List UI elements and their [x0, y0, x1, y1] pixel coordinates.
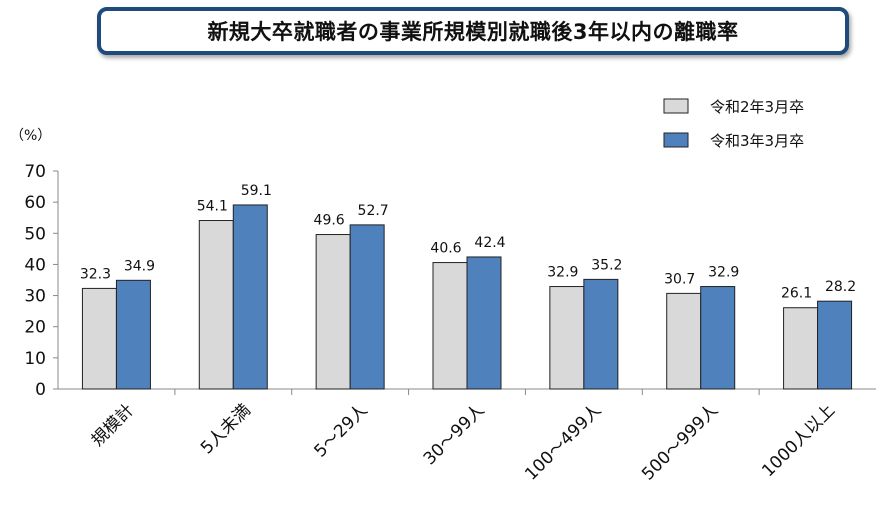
bar-r3 [817, 300, 853, 390]
y-tick-label: 60 [24, 193, 46, 213]
bar-r3 [232, 204, 268, 390]
data-label: 52.7 [358, 203, 389, 219]
bar-r3 [466, 256, 502, 390]
y-tick-label: 70 [24, 162, 46, 182]
chart-title-box: 新規大卒就職者の事業所規模別就職後3年以内の離職率 [97, 7, 849, 55]
x-tick-label: 規模計 [88, 400, 138, 450]
bar-r3 [115, 279, 151, 390]
legend-label: 令和3年3月卒 [710, 132, 804, 150]
y-tick-label: 40 [24, 255, 46, 275]
data-label: 30.7 [664, 271, 695, 287]
bar-r3 [700, 286, 736, 390]
bar-r2 [198, 220, 234, 390]
y-tick-label: 20 [24, 318, 46, 338]
chart-title: 新規大卒就職者の事業所規模別就職後3年以内の離職率 [207, 20, 739, 44]
x-tick-label: 5人未満 [197, 400, 255, 458]
data-label: 59.1 [241, 183, 272, 199]
data-label: 32.3 [80, 266, 111, 282]
legend-swatch [663, 98, 689, 114]
bar-r3 [583, 278, 619, 390]
data-label: 42.4 [474, 235, 505, 251]
x-tick-label: 100～499人 [521, 400, 605, 484]
bar-r2 [315, 234, 351, 390]
data-label: 35.2 [591, 257, 622, 273]
legend-label: 令和2年3月卒 [710, 98, 804, 116]
data-label: 34.9 [124, 258, 155, 274]
x-tick-label: 5～29人 [311, 400, 372, 461]
data-label: 32.9 [547, 265, 578, 281]
x-tick-label: 500～999人 [638, 400, 722, 484]
bar-r2 [666, 292, 702, 390]
data-label: 49.6 [314, 213, 345, 229]
data-label: 54.1 [197, 199, 228, 215]
bar-r2 [549, 286, 585, 390]
data-label: 40.6 [430, 241, 461, 257]
data-label: 32.9 [708, 265, 739, 281]
bar-r2 [783, 307, 819, 390]
x-tick-label: 30～99人 [420, 400, 489, 469]
bar-r2 [81, 287, 117, 390]
y-tick-label: 0 [35, 380, 46, 400]
y-tick-label: 10 [24, 349, 46, 369]
bar-r3 [349, 224, 385, 390]
legend-swatch [663, 132, 689, 148]
x-tick-label: 1000人以上 [758, 400, 839, 481]
y-axis-label: （%） [10, 128, 51, 144]
data-label: 26.1 [781, 286, 812, 302]
y-tick-label: 50 [24, 224, 46, 244]
y-tick-label: 30 [24, 287, 46, 307]
bar-r2 [432, 262, 468, 390]
data-label: 28.2 [825, 279, 856, 295]
